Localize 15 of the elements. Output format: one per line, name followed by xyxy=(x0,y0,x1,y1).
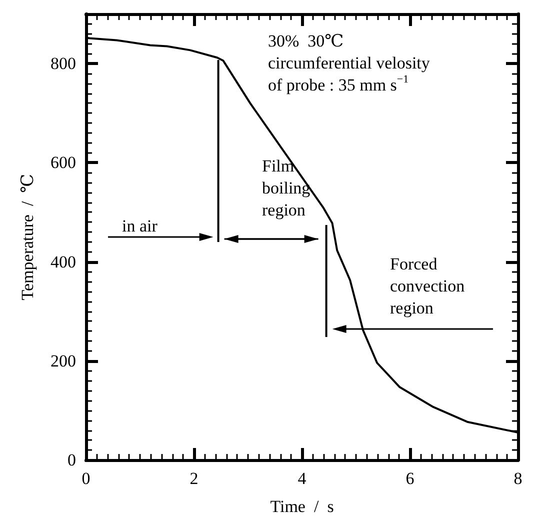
y-tick-label: 600 xyxy=(50,153,76,172)
annotation: Forced convection region xyxy=(390,254,466,318)
y-tick-label: 400 xyxy=(50,252,76,272)
annotation: in air xyxy=(122,216,158,236)
x-axis-title: Time / s xyxy=(270,497,334,516)
x-tick-label: 4 xyxy=(298,469,307,488)
y-tick-label: 200 xyxy=(50,351,76,370)
annotation: Film boiling region xyxy=(262,156,311,220)
y-tick-label: 800 xyxy=(50,54,76,74)
y-tick-label: 0 xyxy=(68,450,76,470)
x-tick-label: 8 xyxy=(514,469,522,488)
x-tick-label: 2 xyxy=(190,469,198,488)
y-axis-title: Temperature / ℃ xyxy=(18,174,37,300)
x-tick-label: 6 xyxy=(406,469,414,488)
x-tick-label: 0 xyxy=(82,469,90,488)
